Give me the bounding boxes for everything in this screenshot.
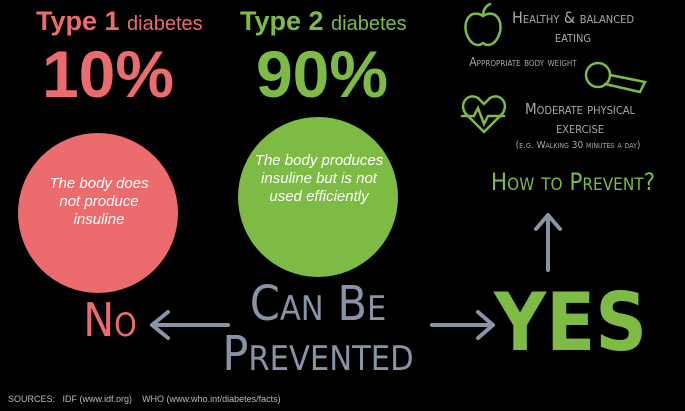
no-label: No bbox=[83, 293, 137, 347]
type1-percent: 10% bbox=[41, 37, 175, 111]
center-line: Can Be bbox=[249, 276, 387, 332]
prevention-question: How to Prevent? bbox=[490, 168, 656, 196]
sources: SOURCES: IDF (www.idf.org) WHO (www.who.… bbox=[8, 394, 281, 404]
yes-label: YES bbox=[494, 276, 648, 369]
prevention-note: (e.g. Walking 30 minutes a day) bbox=[515, 140, 641, 151]
arrow-left bbox=[150, 310, 230, 340]
type2-suffix: diabetes bbox=[331, 13, 407, 35]
heart-icon bbox=[460, 95, 507, 134]
tape-icon bbox=[584, 61, 647, 94]
arrow-right bbox=[430, 310, 495, 340]
type2-heading: Type 2 diabetes bbox=[240, 6, 407, 37]
type1-suffix: diabetes bbox=[127, 13, 203, 35]
type2-circle bbox=[238, 117, 398, 277]
type2-description: The body produces insuline but is not us… bbox=[254, 152, 384, 205]
prevention-item: Appropriate body weight bbox=[469, 55, 577, 69]
type2-label: Type 2 bbox=[240, 6, 324, 36]
center-line: Prevented bbox=[222, 326, 414, 382]
prevention-item: Healthy & balanced eating bbox=[511, 8, 634, 46]
type1-heading: Type 1 diabetes bbox=[36, 6, 203, 37]
source-item: IDF (www.idf.org) bbox=[62, 394, 133, 404]
apple-icon bbox=[464, 2, 502, 47]
type2-percent: 90% bbox=[255, 37, 389, 111]
sources-label: SOURCES: bbox=[8, 394, 56, 404]
arrow-up bbox=[534, 213, 562, 272]
type1-circle bbox=[18, 133, 178, 293]
type1-label: Type 1 bbox=[36, 6, 120, 36]
type1-description: The body does not produce insuline bbox=[49, 175, 149, 228]
source-item: WHO (www.who.int/diabetes/facts) bbox=[142, 394, 281, 404]
prevention-item: Moderate physical exercise bbox=[524, 100, 636, 137]
